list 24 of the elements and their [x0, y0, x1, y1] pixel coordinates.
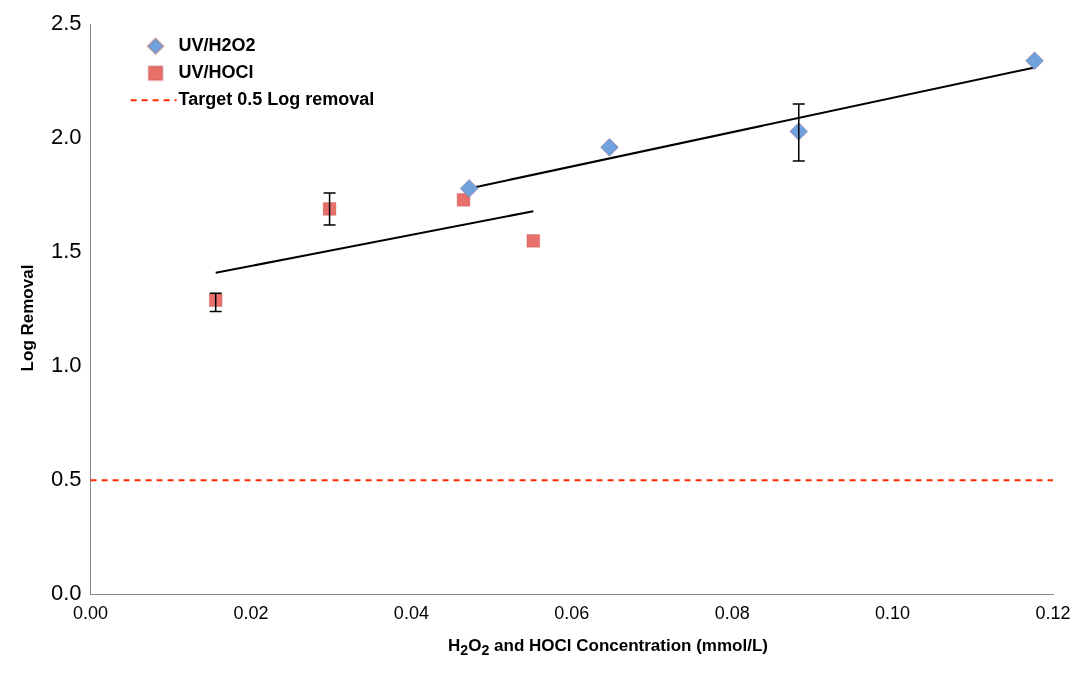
point [599, 137, 619, 157]
x-tick-label: 0.08 [714, 603, 750, 624]
point [208, 293, 223, 308]
y-tick-label: 2.0 [50, 124, 82, 150]
point [459, 178, 479, 198]
x-axis-title: H$_{2}$O$_{2}$ and HOCl Concentration (mmol/L) [447, 636, 769, 659]
x-tick-label: 0.10 [875, 603, 911, 624]
y-tick-label: 0.0 [50, 580, 82, 606]
x-tick-label: 0.04 [393, 603, 429, 624]
y-tick-label: 1.0 [50, 352, 82, 378]
legend-label: UV/H2O2 [178, 35, 256, 56]
y-tick-label: 0.5 [50, 466, 82, 492]
x-tick-label: 0.06 [554, 603, 590, 624]
y-tick-label: 2.5 [50, 10, 82, 36]
point [1025, 51, 1045, 71]
x-tick-label: 0.12 [1035, 603, 1071, 624]
point [526, 234, 541, 248]
y-axis-title: Log Removal [18, 263, 38, 374]
x-tick-label: 0.02 [233, 603, 269, 624]
legend-label: UV/HOCl [178, 62, 254, 83]
x-tick-label: 0.00 [73, 603, 109, 624]
point [322, 202, 337, 216]
legend-label: Target 0.5 Log removal [178, 89, 375, 110]
y-tick-label: 1.5 [50, 238, 82, 264]
